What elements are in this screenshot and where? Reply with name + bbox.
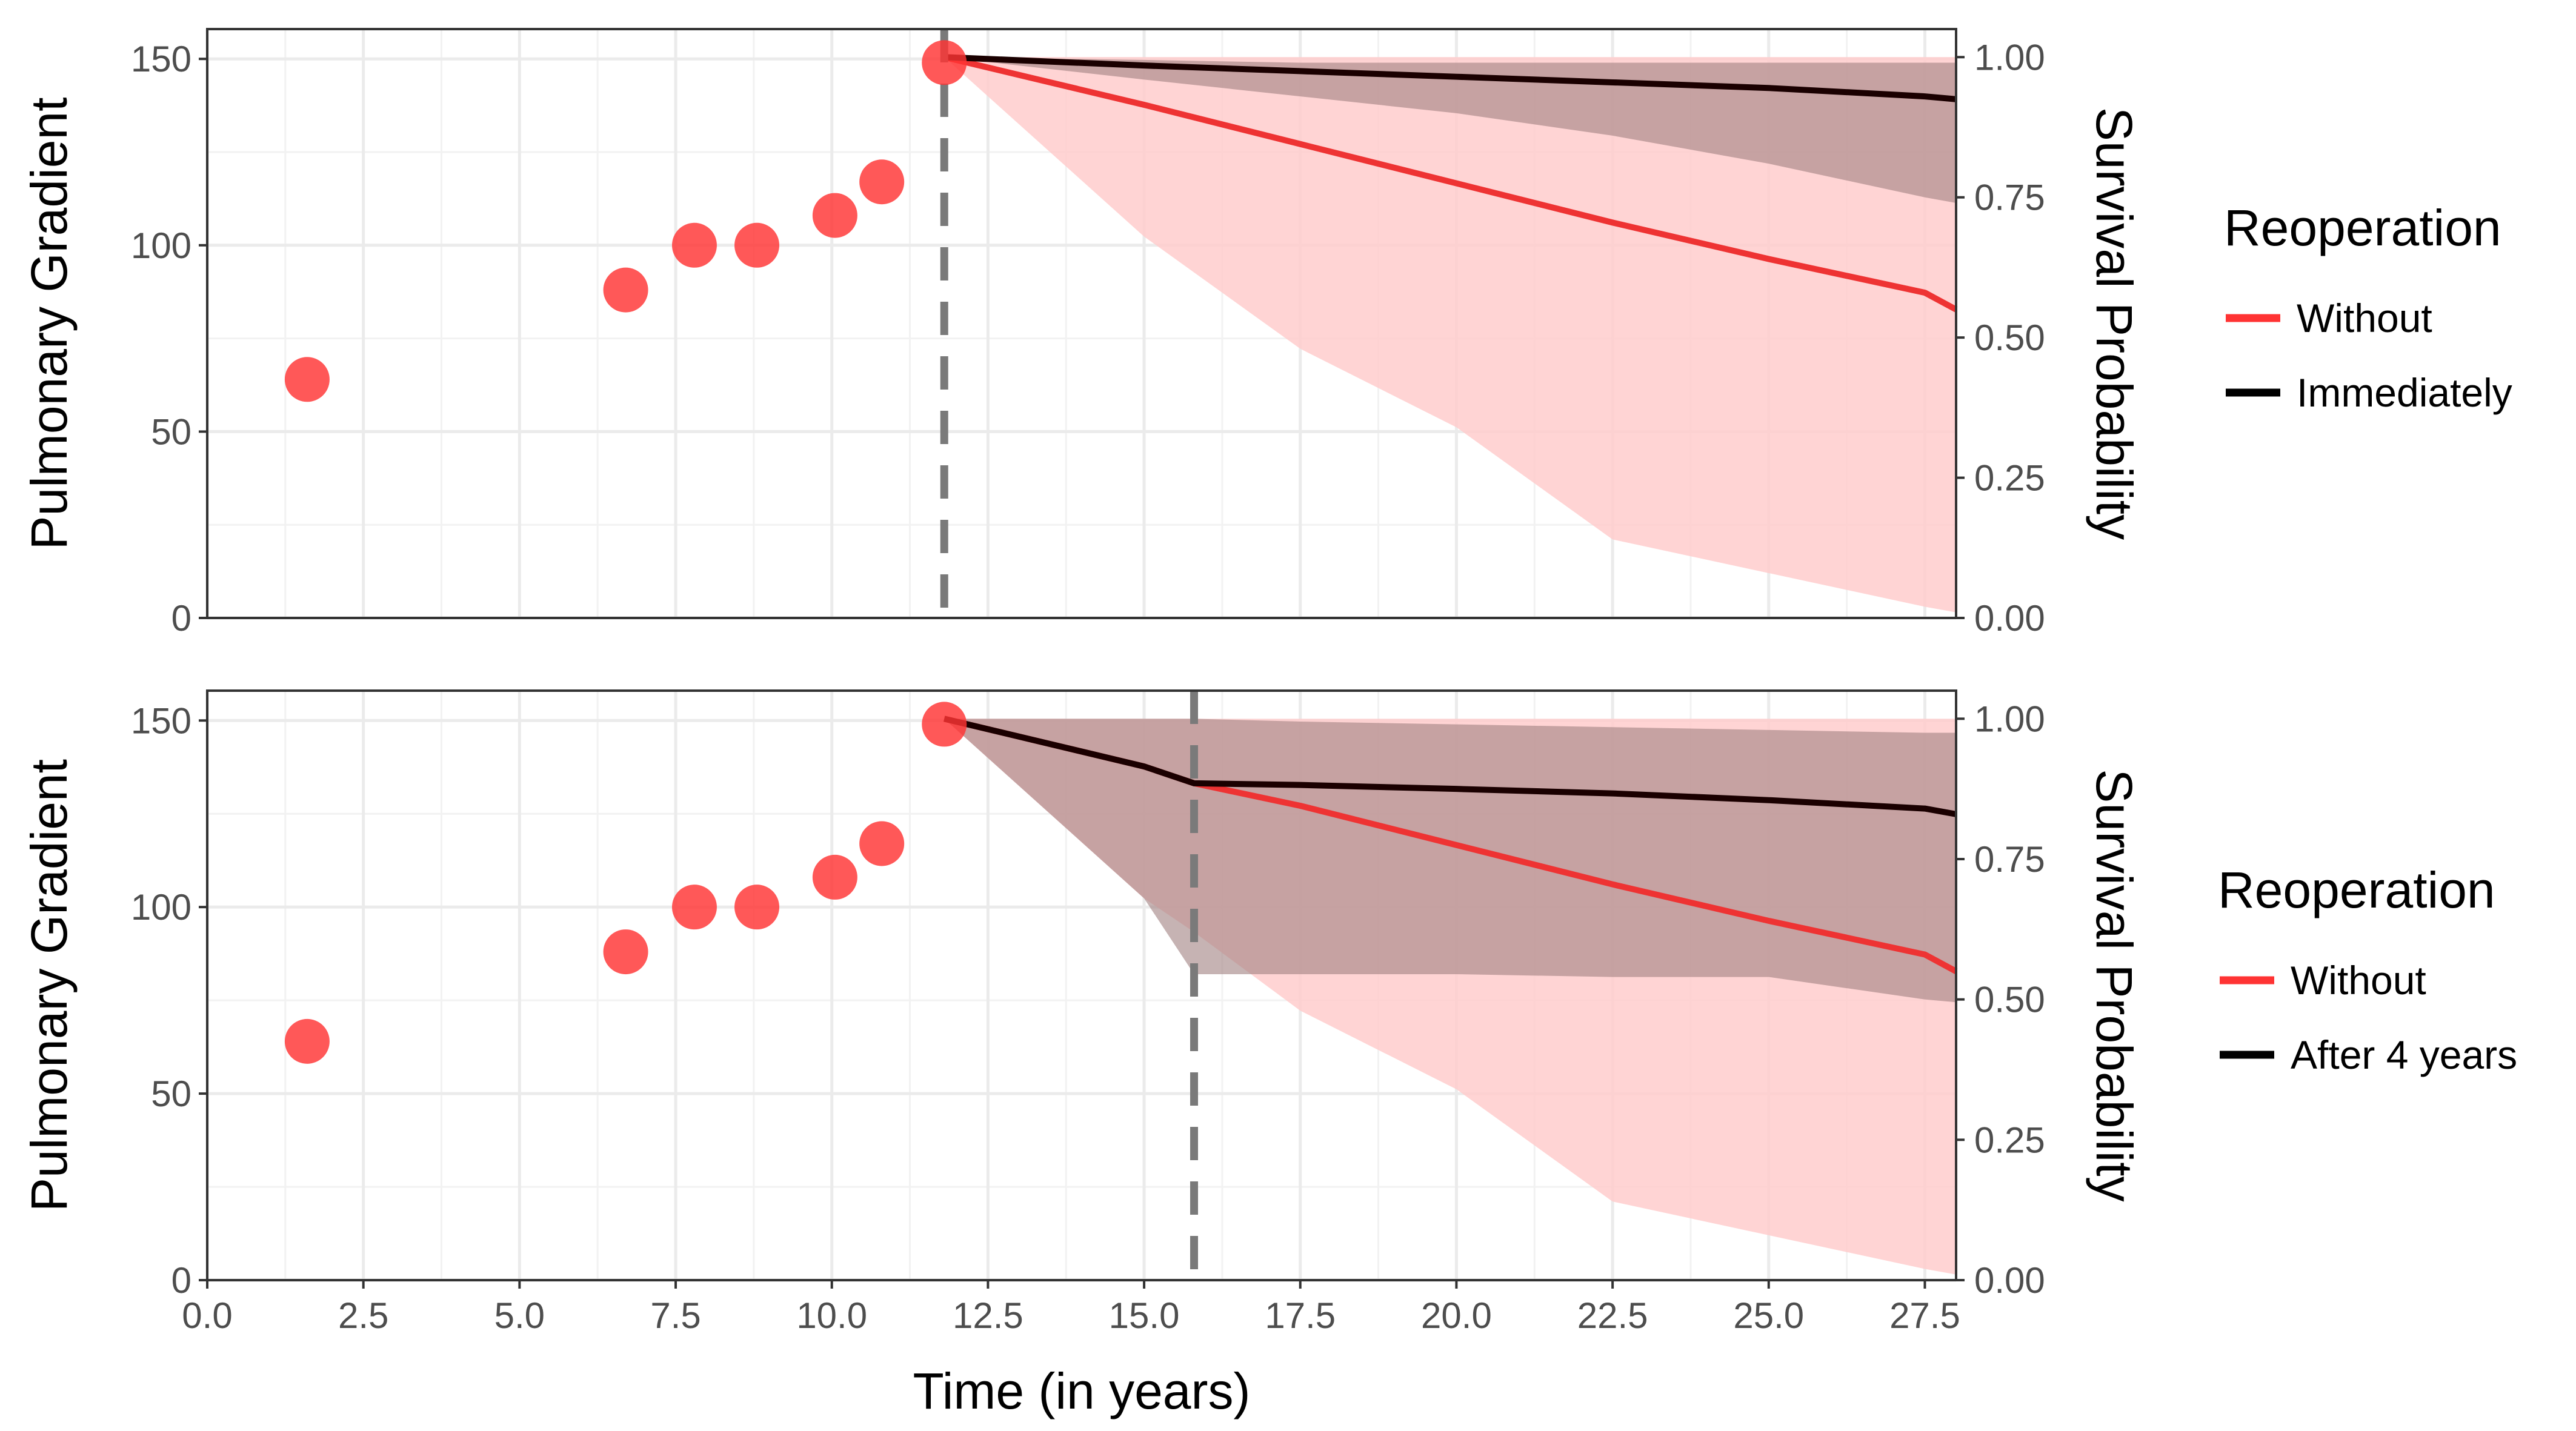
y-tick-label-right: 0.75 bbox=[1974, 178, 2045, 218]
legend-title: Reoperation bbox=[2218, 862, 2495, 918]
x-tick-label: 15.0 bbox=[1109, 1295, 1180, 1336]
x-tick-label: 12.5 bbox=[953, 1295, 1023, 1336]
plot-border bbox=[206, 28, 1957, 619]
y-tick-label-right: 1.00 bbox=[1974, 699, 2045, 739]
y-tick-label-left: 150 bbox=[131, 39, 191, 79]
legend-label: Without bbox=[2297, 296, 2432, 340]
legend-label: Immediately bbox=[2297, 370, 2512, 415]
x-tick-label: 7.5 bbox=[650, 1295, 701, 1336]
series-line-after-4-years bbox=[944, 716, 1957, 817]
y-tick-label-left: 150 bbox=[131, 700, 191, 741]
y-axis-title-right: Survival Probability bbox=[2086, 107, 2143, 540]
y-axis-title-right: Survival Probability bbox=[2086, 769, 2143, 1201]
gradient-data-point bbox=[284, 1018, 330, 1064]
y-tick-label-right: 0.50 bbox=[1974, 980, 2045, 1020]
gradient-data-point bbox=[859, 821, 905, 866]
x-tick-label: 10.0 bbox=[796, 1295, 867, 1336]
y-tick-label-right: 0.25 bbox=[1974, 1120, 2045, 1160]
gradient-data-point bbox=[734, 222, 780, 268]
x-tick-label: 25.0 bbox=[1733, 1295, 1804, 1336]
x-tick-label: 0.0 bbox=[182, 1295, 232, 1336]
legend-label: After 4 years bbox=[2291, 1032, 2517, 1077]
y-tick-label-right: 1.00 bbox=[1974, 37, 2045, 78]
legend-title: Reoperation bbox=[2224, 199, 2501, 256]
gradient-data-point bbox=[922, 702, 967, 747]
x-tick-label: 2.5 bbox=[338, 1295, 388, 1336]
gradient-data-point bbox=[859, 159, 905, 205]
y-tick-label-right: 0.50 bbox=[1974, 317, 2045, 358]
panel-top: 0 50 100 150 0.00 0.25 0.50 0.75 1.00 Pulmonary G… bbox=[21, 28, 2512, 639]
gradient-data-point bbox=[812, 193, 857, 238]
series-line-without bbox=[944, 54, 1958, 313]
y-tick-label-right: 0.25 bbox=[1974, 458, 2045, 499]
y-axis-title-left: Pulmonary Gradient bbox=[21, 97, 78, 549]
gradient-data-point bbox=[812, 854, 857, 900]
x-tick-label: 22.5 bbox=[1577, 1295, 1648, 1336]
gradient-data-point bbox=[922, 40, 967, 85]
confidence-band-without bbox=[944, 57, 1956, 613]
x-tick-label: 17.5 bbox=[1265, 1295, 1336, 1336]
gradient-data-point bbox=[603, 929, 648, 975]
gradient-data-point bbox=[734, 885, 780, 930]
legend: Reoperation Without After 4 years bbox=[2218, 862, 2517, 1077]
x-tick-label: 27.5 bbox=[1889, 1295, 1960, 1336]
y-tick-label-right: 0.00 bbox=[1974, 1260, 2045, 1301]
panel-bottom: 0 50 100 150 0.00 0.25 0.50 0.75 1.00 Pulmonary G… bbox=[21, 689, 2517, 1419]
y-tick-label-right: 0.75 bbox=[1974, 839, 2045, 880]
gradient-data-point bbox=[671, 885, 717, 930]
y-tick-label-left: 100 bbox=[131, 887, 191, 928]
series-line-immediately bbox=[944, 54, 1957, 102]
y-tick-label-left: 50 bbox=[151, 1074, 191, 1114]
x-tick-label: 5.0 bbox=[494, 1295, 545, 1336]
x-axis-title: Time (in years) bbox=[913, 1363, 1251, 1419]
y-tick-label-left: 50 bbox=[151, 411, 191, 452]
y-axis-title-left: Pulmonary Gradient bbox=[21, 759, 78, 1212]
y-tick-label-left: 0 bbox=[171, 598, 191, 639]
y-tick-label-left: 0 bbox=[171, 1260, 191, 1301]
legend-label: Without bbox=[2291, 958, 2426, 1003]
y-tick-label-left: 100 bbox=[131, 225, 191, 266]
y-tick-label-right: 0.00 bbox=[1974, 598, 2045, 639]
confidence-band-immediately bbox=[944, 57, 1956, 203]
x-tick-label: 20.0 bbox=[1421, 1295, 1492, 1336]
plot-border bbox=[206, 689, 1957, 1281]
gradient-data-point bbox=[603, 267, 648, 313]
gradient-data-point bbox=[284, 357, 330, 402]
legend: Reoperation Without Immediately bbox=[2224, 199, 2512, 415]
gradient-data-point bbox=[671, 222, 717, 268]
